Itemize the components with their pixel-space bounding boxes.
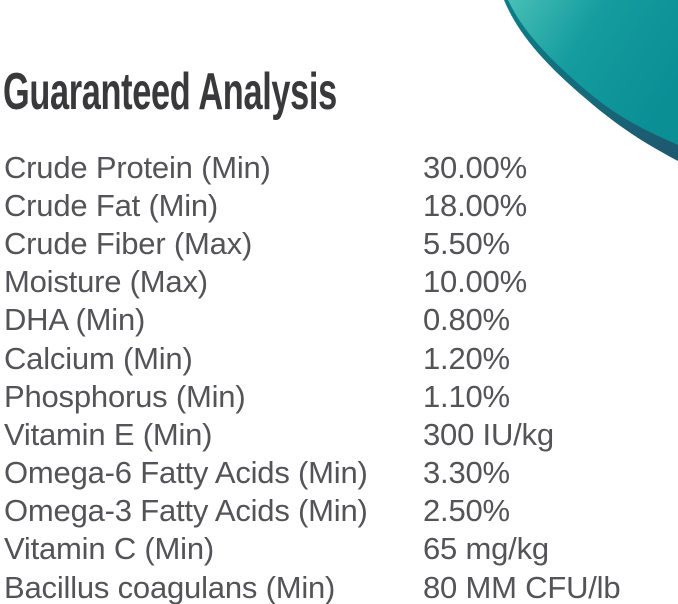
analysis-row: DHA (Min) 0.80% xyxy=(4,301,678,339)
nutrient-label: Vitamin C (Min) xyxy=(4,531,215,567)
analysis-row: Vitamin E (Min) 300 IU/kg xyxy=(4,415,678,453)
analysis-row: Crude Protein (Min) 30.00% xyxy=(4,148,678,186)
analysis-row: Bacillus coagulans (Min) 80 MM CFU/lb xyxy=(4,568,678,604)
nutrient-value: 1.20% xyxy=(423,340,510,376)
nutrient-value: 65 mg/kg xyxy=(423,531,549,567)
analysis-row: Omega-3 Fatty Acids (Min) 2.50% xyxy=(4,492,678,530)
nutrient-value: 2.50% xyxy=(423,493,510,529)
analysis-table: Crude Protein (Min) 30.00% Crude Fat (Mi… xyxy=(4,148,678,604)
teal-wave-decoration-icon xyxy=(504,0,678,161)
nutrient-label: Crude Fat (Min) xyxy=(4,187,219,223)
nutrient-label: Vitamin E (Min) xyxy=(4,416,213,452)
nutrient-label: Omega-3 Fatty Acids (Min) xyxy=(4,493,368,529)
nutrient-label: Crude Protein (Min) xyxy=(4,149,271,185)
nutrient-label: Crude Fiber (Max) xyxy=(4,225,253,261)
nutrient-value: 30.00% xyxy=(423,149,527,185)
analysis-row: Calcium (Min) 1.20% xyxy=(4,339,678,377)
analysis-row: Crude Fat (Min) 18.00% xyxy=(4,186,678,224)
analysis-row: Crude Fiber (Max) 5.50% xyxy=(4,224,678,262)
nutrient-label: Moisture (Max) xyxy=(4,264,208,300)
nutrient-value: 1.10% xyxy=(423,378,510,414)
analysis-row: Vitamin C (Min) 65 mg/kg xyxy=(4,530,678,568)
nutrient-label: Calcium (Min) xyxy=(4,340,193,376)
nutrient-label: Bacillus coagulans (Min) xyxy=(4,569,336,604)
nutrient-value: 5.50% xyxy=(423,225,510,261)
nutrient-value: 10.00% xyxy=(423,264,527,300)
analysis-row: Phosphorus (Min) 1.10% xyxy=(4,377,678,415)
nutrient-label: Omega-6 Fatty Acids (Min) xyxy=(4,455,368,491)
nutrient-value: 18.00% xyxy=(423,187,527,223)
nutrient-value: 3.30% xyxy=(423,455,510,491)
nutrient-value: 0.80% xyxy=(423,302,510,338)
analysis-row: Omega-6 Fatty Acids (Min) 3.30% xyxy=(4,454,678,492)
nutrient-label: Phosphorus (Min) xyxy=(4,378,246,414)
page-title: Guaranteed Analysis xyxy=(3,63,337,121)
analysis-row: Moisture (Max) 10.00% xyxy=(4,263,678,301)
wave-body-shape xyxy=(508,0,678,145)
nutrient-label: DHA (Min) xyxy=(4,302,146,338)
nutrient-value: 80 MM CFU/lb xyxy=(423,569,621,604)
nutrient-value: 300 IU/kg xyxy=(423,416,554,452)
